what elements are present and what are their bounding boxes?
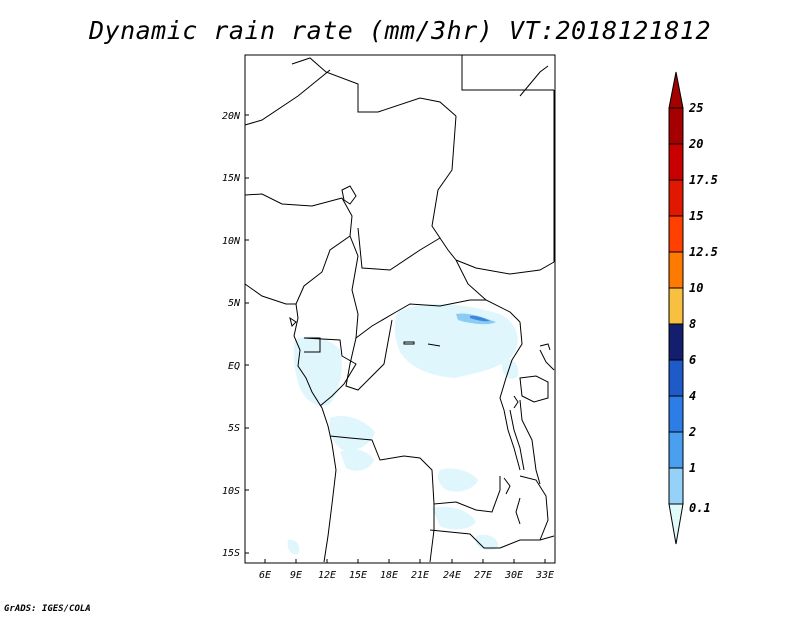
rain-area-zambia [432, 506, 476, 530]
coastline-west [244, 283, 337, 563]
lat-tick-label: 10N [222, 236, 241, 247]
border-car-drc [395, 299, 486, 313]
rain-area-angola-north [340, 449, 374, 471]
border-libya-chad [291, 57, 457, 117]
colorbar-label: 12.5 [689, 245, 718, 259]
colorbar-segment [668, 431, 684, 469]
lake-kyoga [539, 343, 551, 351]
lon-tick-label: 15E [349, 570, 367, 581]
lon-tick-label: 18E [380, 570, 398, 581]
lon-tick-label: 21E [411, 570, 429, 581]
lake-chad [341, 185, 357, 205]
rain-area-ubangi-heavy [470, 315, 490, 322]
colorbar-segments [668, 107, 684, 505]
rain-area-gabon-coast [293, 336, 342, 406]
border-tanzania [519, 399, 541, 485]
map-title: Dynamic rain rate (mm/3hr) VT:2018121812 [88, 16, 712, 45]
longitude-axis: 6E 9E 12E 15E 18E 21E 24E 27E 30E 33E [259, 559, 554, 581]
lat-tick-label: EQ [228, 361, 240, 372]
island-bioko [289, 316, 297, 327]
lon-tick-label: 33E [535, 570, 554, 581]
rain-area-lake-victoria [502, 358, 519, 379]
border-malawi [519, 475, 549, 541]
colorbar-label: 0.1 [689, 501, 711, 515]
border-uganda-kenya [539, 349, 555, 371]
colorbar-segment [668, 107, 684, 145]
colorbar-segment [668, 179, 684, 217]
colorbar-segment [668, 143, 684, 181]
lake-tumba [427, 343, 441, 347]
colorbar-segment [668, 287, 684, 325]
border-eq-guinea [304, 337, 321, 353]
rain-area-lower-congo [329, 415, 375, 451]
border-niger-nigeria [244, 193, 343, 207]
colorbar-label: 4 [689, 389, 696, 403]
lon-tick-label: 30E [504, 570, 523, 581]
rain-field [287, 303, 519, 555]
lon-tick-label: 12E [318, 570, 336, 581]
colorbar: 25 20 17.5 15 12.5 10 8 6 4 2 1 0.1 [668, 71, 718, 545]
border-sudan-south-sudan [455, 259, 555, 275]
rain-area-katanga [438, 468, 478, 492]
lake-victoria [519, 375, 549, 403]
border-gabon [303, 337, 357, 407]
colorbar-label: 15 [689, 209, 703, 223]
latitude-axis: 20N 15N 10N 5N EQ 5S 10S 15S [222, 111, 249, 559]
border-drc-angola [329, 435, 457, 505]
lat-tick-label: 15N [222, 173, 241, 184]
colorbar-top-arrow [668, 71, 684, 109]
lake-tanganyika [503, 409, 525, 471]
colorbar-bottom-arrow [668, 503, 684, 545]
colorbar-segment [668, 215, 684, 253]
colorbar-label: 6 [689, 353, 696, 367]
border-cameroon-car [349, 235, 359, 339]
colorbar-segment [668, 467, 684, 505]
lon-tick-label: 24E [443, 570, 461, 581]
border-nigeria-cameroon [295, 197, 353, 305]
footer-credit: GrADS: IGES/COLA [4, 604, 91, 614]
border-chad-sudan [431, 115, 457, 239]
lon-tick-label: 9E [290, 570, 302, 581]
map-panel: 20N 15N 10N 5N EQ 5S 10S 15S 6E 9E 12E [222, 54, 556, 581]
border-car-congo [355, 311, 397, 339]
lake-kivu [513, 395, 519, 409]
colorbar-labels: 25 20 17.5 15 12.5 10 8 6 4 2 1 0.1 [688, 101, 718, 515]
colorbar-segment [668, 251, 684, 289]
colorbar-label: 25 [688, 101, 703, 115]
border-zambia-south [429, 529, 500, 549]
lon-tick-label: 27E [474, 570, 492, 581]
lake-mweru [503, 477, 511, 495]
lake-malawi [515, 497, 521, 525]
border-mozambique [499, 535, 555, 549]
border-drc-zambia [455, 476, 501, 513]
border-egypt-sudan [461, 55, 554, 91]
lon-tick-label: 6E [259, 570, 271, 581]
lat-tick-label: 10S [222, 486, 240, 497]
country-borders [244, 55, 555, 563]
colorbar-label: 1 [689, 461, 696, 475]
colorbar-segment [668, 323, 684, 361]
border-drc-uganda [499, 321, 523, 411]
map-frame [244, 54, 556, 564]
colorbar-label: 2 [688, 425, 696, 439]
red-sea-coast [519, 65, 549, 97]
rain-area-southwest [287, 539, 300, 555]
lat-tick-label: 5S [228, 423, 240, 434]
colorbar-label: 17.5 [689, 173, 718, 187]
colorbar-label: 8 [689, 317, 696, 331]
colorbar-segment [668, 395, 684, 433]
colorbar-segment [668, 359, 684, 397]
lat-tick-label: 20N [222, 111, 241, 122]
lake-albert-island [403, 341, 415, 345]
colorbar-label: 20 [688, 137, 703, 151]
lat-tick-label: 5N [228, 298, 241, 309]
lat-tick-label: 15S [222, 548, 240, 559]
border-drc-congo [345, 319, 393, 391]
border-niger-chad [244, 69, 331, 126]
border-car-sudan [455, 259, 521, 323]
colorbar-label: 10 [689, 281, 703, 295]
border-chad-car [357, 227, 457, 271]
